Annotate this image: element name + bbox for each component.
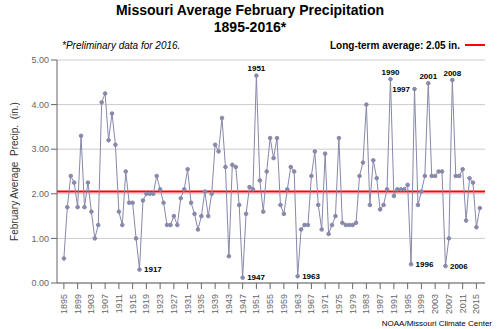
svg-text:1917: 1917 [144, 265, 162, 274]
svg-text:1943: 1943 [224, 294, 234, 314]
svg-text:1947: 1947 [238, 294, 248, 314]
svg-text:1895: 1895 [59, 294, 69, 314]
svg-text:1903: 1903 [86, 294, 96, 314]
svg-text:1999: 1999 [416, 294, 426, 314]
html-text:1895-2016*: 1895-2016* [213, 19, 287, 35]
svg-text:4.00: 4.00 [31, 100, 49, 110]
svg-text:2008: 2008 [443, 69, 461, 78]
svg-text:5.00: 5.00 [31, 55, 49, 65]
svg-text:2006: 2006 [450, 262, 468, 271]
svg-text:1975: 1975 [334, 294, 344, 314]
svg-text:2003: 2003 [430, 294, 440, 314]
svg-text:0.00: 0.00 [31, 278, 49, 288]
svg-text:1995: 1995 [403, 294, 413, 314]
svg-text:1.00: 1.00 [31, 234, 49, 244]
svg-text:2007: 2007 [444, 294, 454, 314]
svg-text:1991: 1991 [389, 294, 399, 314]
svg-text:1959: 1959 [279, 294, 289, 314]
svg-text:1935: 1935 [196, 294, 206, 314]
svg-text:1955: 1955 [265, 294, 275, 314]
svg-text:1927: 1927 [169, 294, 179, 314]
svg-text:1923: 1923 [155, 294, 165, 314]
html-text:Missouri Average February Prec: Missouri Average February Precipitation [115, 2, 385, 18]
svg-text:1990: 1990 [382, 68, 400, 77]
svg-text:2001: 2001 [419, 72, 437, 81]
svg-text:1951: 1951 [247, 64, 265, 73]
html-text:NOAA/Missouri Climate Center: NOAA/Missouri Climate Center [381, 319, 492, 328]
html-text:*Preliminary data for 2016.: *Preliminary data for 2016. [62, 39, 181, 51]
svg-text:1987: 1987 [375, 294, 385, 314]
svg-text:1979: 1979 [348, 294, 358, 314]
svg-text:1963: 1963 [302, 272, 320, 281]
svg-text:2011: 2011 [458, 294, 468, 313]
svg-text:3.00: 3.00 [31, 144, 49, 154]
svg-text:2015: 2015 [471, 294, 481, 314]
svg-text:1931: 1931 [183, 294, 193, 314]
svg-text:1947: 1947 [247, 273, 265, 282]
html-text:Long-term average: 2.05 in.: Long-term average: 2.05 in. [330, 39, 460, 51]
svg-text:1997: 1997 [392, 85, 410, 94]
svg-text:1939: 1939 [210, 294, 220, 314]
svg-text:1907: 1907 [100, 294, 110, 314]
svg-text:1919: 1919 [141, 294, 151, 314]
svg-text:1911: 1911 [114, 294, 124, 313]
svg-text:1951: 1951 [251, 294, 261, 314]
svg-text:1967: 1967 [306, 294, 316, 314]
svg-text:1971: 1971 [320, 294, 330, 314]
svg-text:February Average Precip. (in: February Average Precip. (in.) [9, 102, 20, 241]
svg-text:2.00: 2.00 [31, 189, 49, 199]
svg-text:1915: 1915 [128, 294, 138, 314]
svg-text:1996: 1996 [416, 260, 434, 269]
svg-text:1899: 1899 [73, 294, 83, 314]
svg-text:1963: 1963 [293, 294, 303, 314]
svg-text:1983: 1983 [361, 294, 371, 314]
